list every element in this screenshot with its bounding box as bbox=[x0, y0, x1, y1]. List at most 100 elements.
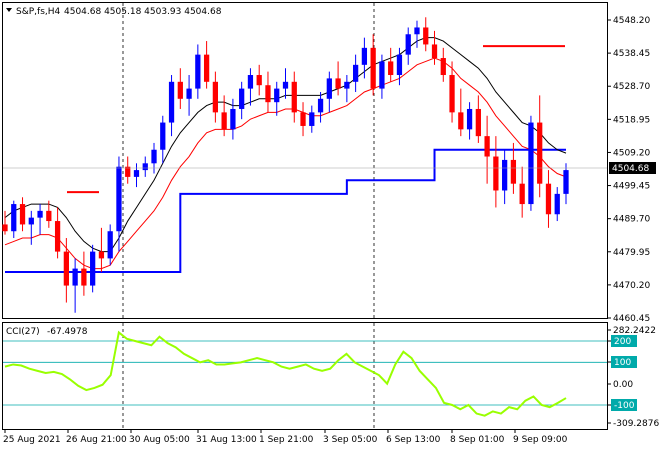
candle-body-31 bbox=[274, 88, 280, 103]
time-label-3: 31 Aug 13:00 bbox=[196, 435, 257, 445]
candle-body-6 bbox=[54, 221, 61, 252]
vertical-grid bbox=[122, 3, 375, 429]
candle-body-27 bbox=[239, 88, 245, 109]
cci-levels bbox=[3, 340, 607, 406]
candle-body-59 bbox=[519, 183, 525, 205]
cci-level-badge-2 bbox=[611, 356, 637, 368]
candle-body-38 bbox=[335, 78, 341, 89]
price-pane-frame bbox=[2, 2, 608, 319]
candle-body-63 bbox=[554, 193, 560, 215]
time-label-4: 1 Sep 21:00 bbox=[259, 435, 314, 445]
price-tick-label-1: 4538.45 bbox=[613, 49, 650, 59]
candle-body-60 bbox=[528, 122, 534, 205]
candle-body-37 bbox=[326, 78, 332, 99]
cci-tick-label-5: -309.2876 bbox=[613, 419, 659, 429]
candle-body-45 bbox=[396, 54, 403, 76]
ma-fast-path bbox=[4, 57, 567, 270]
time-axis: 25 Aug 2021 26 Aug 21:00 30 Aug 05:00 31 Au… bbox=[3, 429, 568, 445]
ohlc-values: 4504.68 4505.18 4503.93 4504.68 bbox=[64, 7, 222, 17]
cci-tick-label-3: 0.00 bbox=[613, 380, 633, 390]
candle-body-43 bbox=[379, 61, 385, 89]
current-price-label: 4504.68 bbox=[612, 164, 649, 174]
candle-body-2 bbox=[19, 204, 26, 225]
candle-body-42 bbox=[370, 47, 376, 89]
cci-name: CCI(27) bbox=[6, 327, 40, 337]
candle-body-33 bbox=[291, 81, 297, 113]
ma-fast-line bbox=[4, 57, 567, 270]
candle-body-58 bbox=[510, 159, 517, 184]
symbol-info: S&P,fs,H4 bbox=[16, 7, 61, 17]
candle-body-46 bbox=[405, 34, 411, 55]
cci-tick-label-4: -100 bbox=[614, 401, 635, 411]
candle-body-61 bbox=[537, 122, 543, 184]
candle-body-11 bbox=[98, 251, 105, 259]
price-tick-label-4: 4509.20 bbox=[613, 148, 650, 158]
cci-level-badge-4 bbox=[611, 399, 637, 411]
dropdown-triangle-icon[interactable] bbox=[6, 8, 12, 12]
candle-body-7 bbox=[63, 251, 69, 286]
candle-body-53 bbox=[466, 108, 473, 130]
candle-body-56 bbox=[493, 156, 499, 191]
candle-body-13 bbox=[116, 166, 122, 232]
time-label-6: 6 Sep 13:00 bbox=[386, 435, 441, 445]
current-price-badge bbox=[609, 162, 656, 174]
candle-body-15 bbox=[133, 170, 140, 177]
cci-level-badge-1 bbox=[611, 335, 637, 347]
candle-body-35 bbox=[309, 112, 315, 126]
candle-body-51 bbox=[449, 75, 455, 113]
candle-body-49 bbox=[431, 44, 438, 59]
cci-tick-label-0: 282.2422 bbox=[613, 326, 656, 336]
candle-body-29 bbox=[256, 75, 262, 86]
candle-body-23 bbox=[203, 54, 210, 82]
red-marks bbox=[67, 45, 565, 194]
candle-body-18 bbox=[160, 122, 166, 150]
candle-body-48 bbox=[423, 27, 429, 45]
candle-body-3 bbox=[28, 217, 34, 225]
time-label-1: 26 Aug 21:00 bbox=[66, 435, 127, 445]
price-tick-label-0: 4548.20 bbox=[613, 16, 650, 26]
candle-body-5 bbox=[46, 210, 52, 222]
candle-body-52 bbox=[458, 112, 464, 130]
stop-line bbox=[5, 148, 566, 273]
time-label-0: 25 Aug 2021 bbox=[3, 435, 61, 445]
candle-body-10 bbox=[90, 251, 96, 286]
candle-body-22 bbox=[195, 54, 201, 89]
cci-value: -67.4978 bbox=[47, 327, 88, 337]
time-label-8: 9 Sep 09:00 bbox=[513, 435, 568, 445]
candle-body-19 bbox=[168, 81, 175, 123]
candle-body-25 bbox=[221, 112, 227, 130]
cci-tick-label-2: 100 bbox=[614, 358, 631, 368]
candle-body-44 bbox=[388, 61, 394, 76]
price-tick-label-8: 4470.20 bbox=[613, 281, 650, 291]
candle-body-64 bbox=[563, 170, 569, 194]
candle-body-8 bbox=[72, 268, 78, 286]
candle-body-32 bbox=[282, 81, 289, 89]
price-axis: 4548.20 4538.45 4528.70 4518.95 4509.20 4499.… bbox=[607, 16, 650, 324]
candle-body-0 bbox=[2, 224, 8, 232]
candle-body-36 bbox=[317, 98, 324, 113]
price-tick-label-6: 4489.70 bbox=[613, 215, 650, 225]
candle-body-39 bbox=[344, 81, 350, 89]
price-tick-label-5: 4499.45 bbox=[613, 182, 650, 192]
candle-body-24 bbox=[212, 81, 219, 113]
price-tick-label-2: 4528.70 bbox=[613, 82, 650, 92]
cci-line bbox=[4, 330, 567, 417]
candle-body-40 bbox=[352, 64, 359, 82]
candle-body-62 bbox=[545, 183, 552, 215]
candle-body-28 bbox=[247, 75, 254, 89]
candle-body-41 bbox=[361, 47, 368, 65]
candle-body-34 bbox=[300, 112, 306, 126]
candle-body-47 bbox=[414, 27, 420, 35]
candle-body-54 bbox=[475, 108, 481, 137]
cci-pane-frame bbox=[2, 322, 608, 430]
candle-body-4 bbox=[37, 210, 43, 218]
cci-tick-label-1: 200 bbox=[614, 337, 631, 347]
time-label-5: 3 Sep 05:00 bbox=[323, 435, 378, 445]
candle-body-55 bbox=[484, 136, 490, 157]
cci-path bbox=[4, 330, 567, 417]
candlesticks bbox=[2, 17, 569, 313]
candle-body-1 bbox=[11, 204, 17, 232]
candle-body-57 bbox=[502, 159, 508, 191]
